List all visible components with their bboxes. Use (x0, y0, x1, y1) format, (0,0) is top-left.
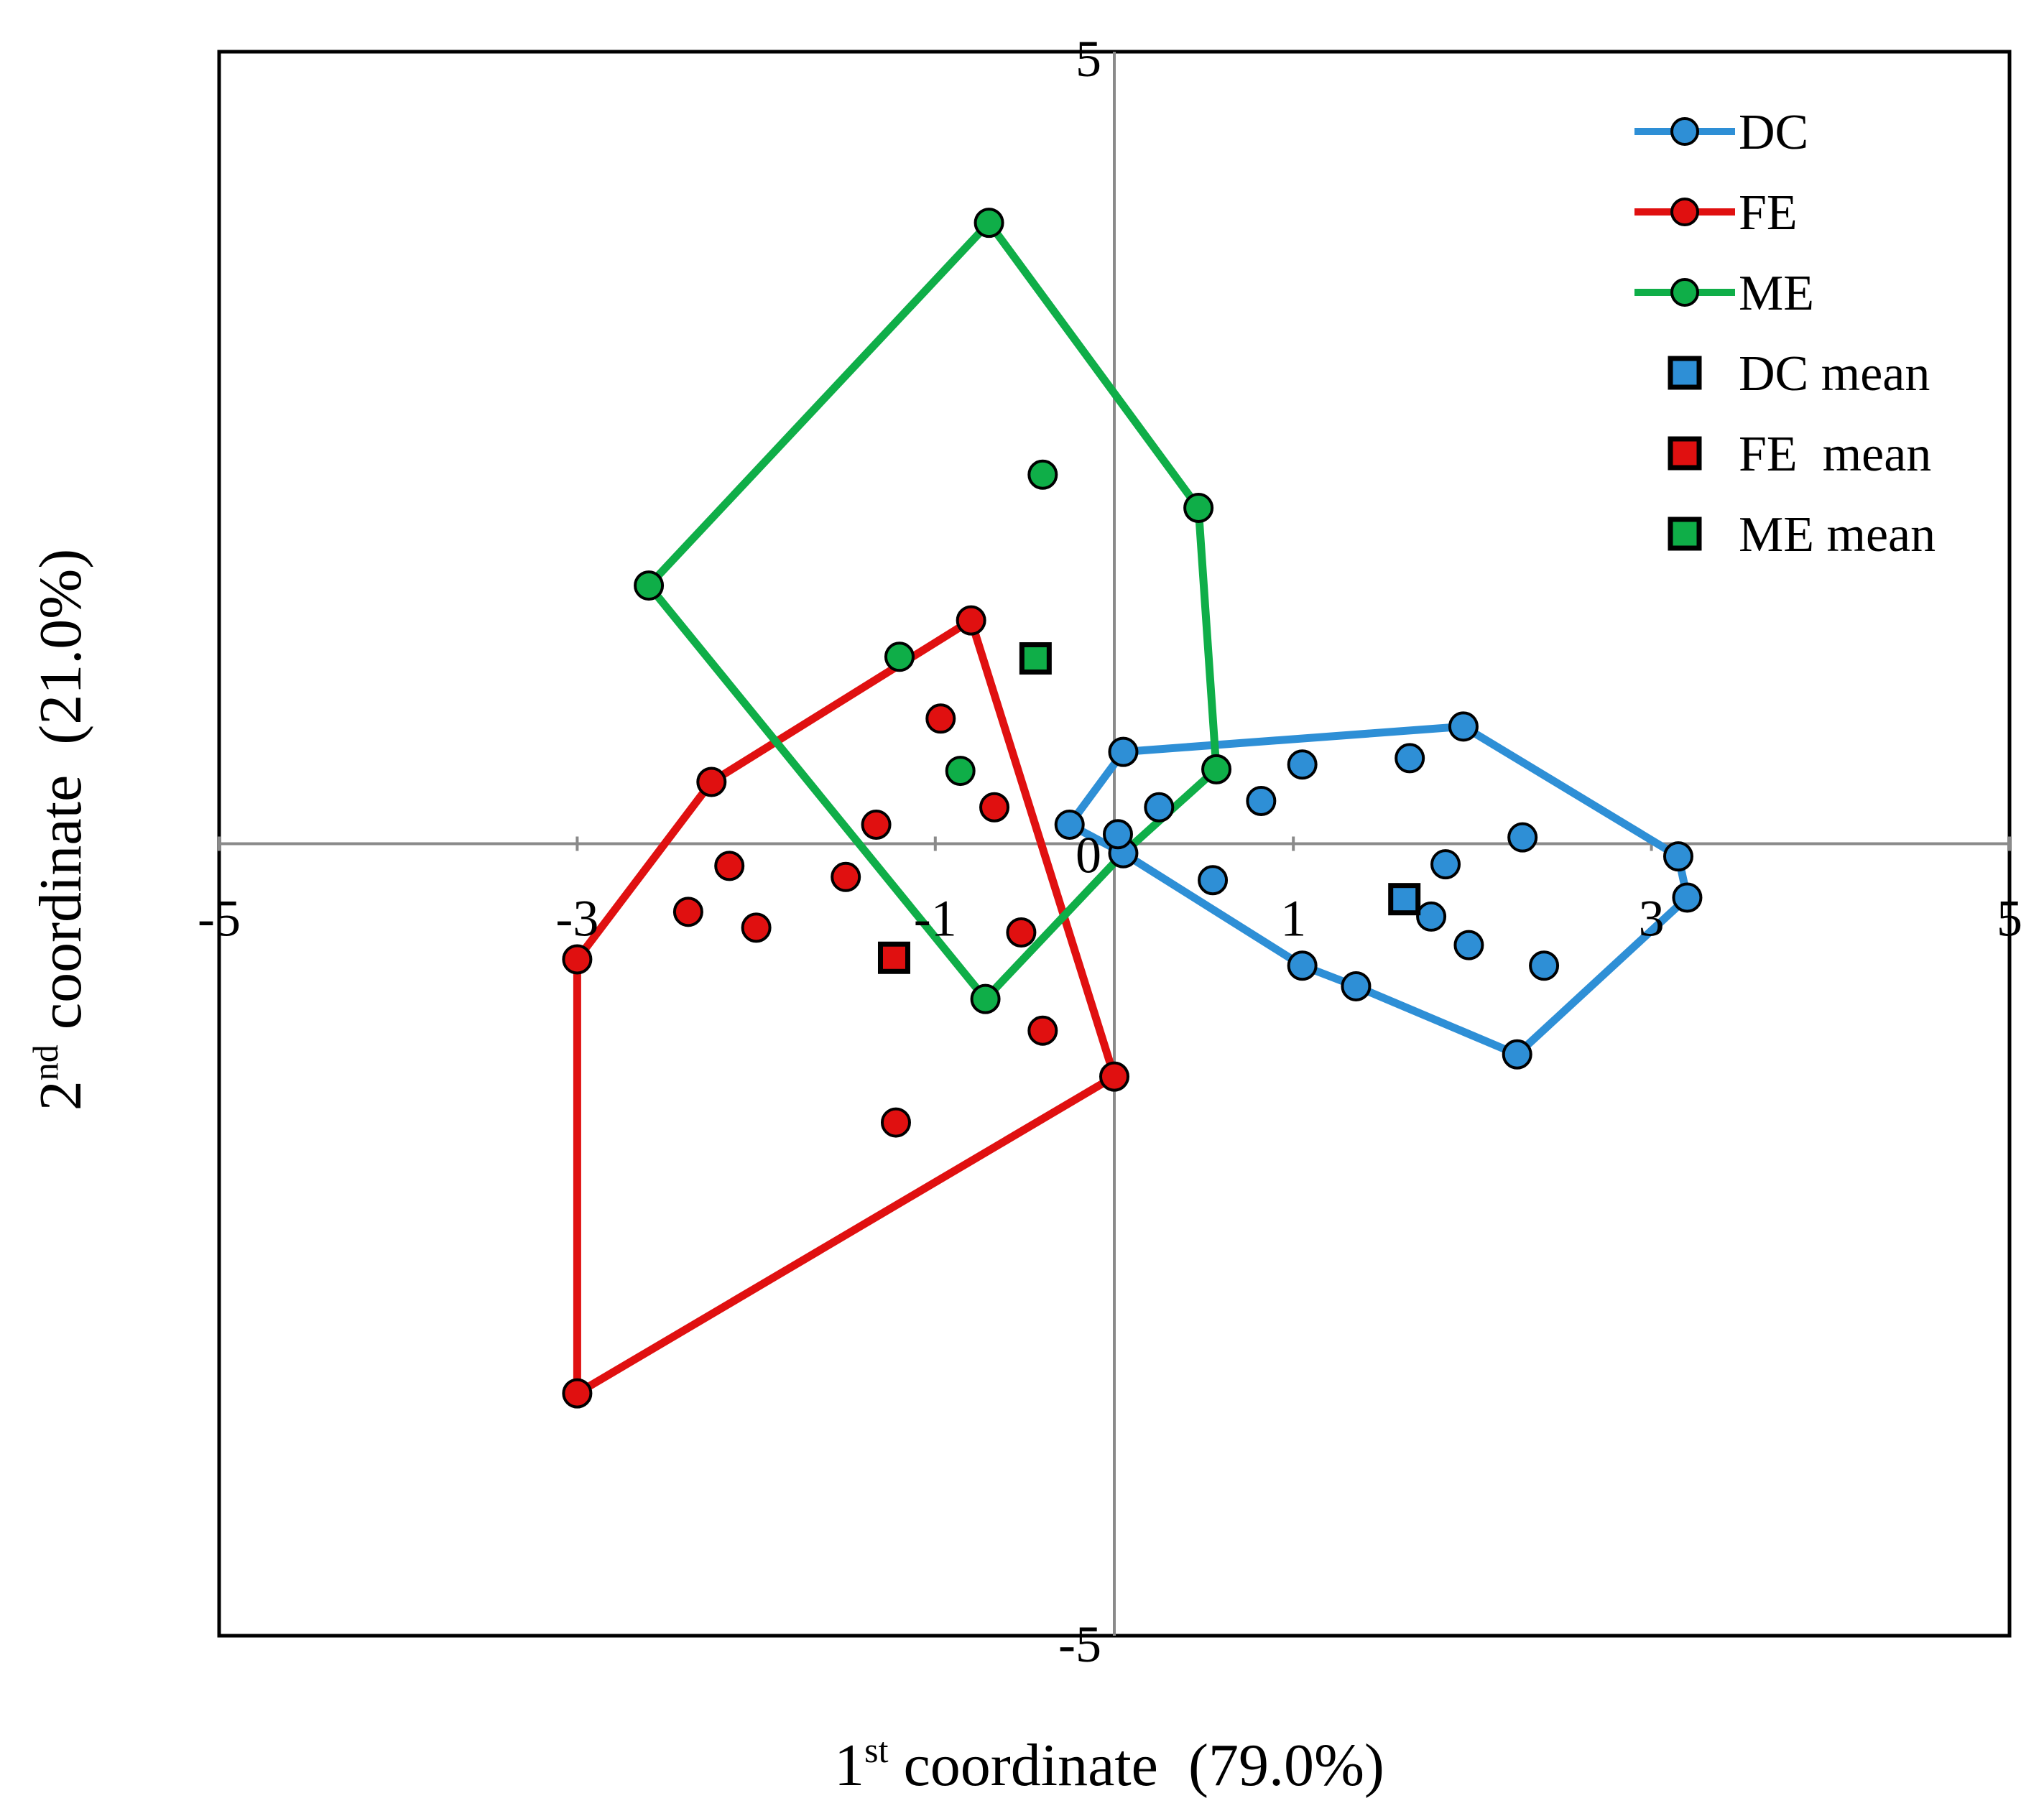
legend-label-fe-mean: FE mean (1739, 427, 1931, 482)
x-tick-label: -1 (914, 890, 957, 948)
point-dc (1287, 749, 1318, 780)
point-dc (1198, 865, 1229, 896)
legend-marker-fe (1670, 198, 1699, 226)
legend-marker-me-mean (1668, 517, 1702, 551)
point-dc (1453, 930, 1484, 960)
x-tick-label: 1 (1280, 890, 1306, 948)
point-dc (1287, 950, 1318, 981)
legend-marker-dc-mean (1668, 356, 1702, 390)
point-dc (1507, 822, 1538, 853)
point-me (974, 208, 1004, 238)
point-dc (1448, 711, 1479, 742)
legend-label-dc: DC (1739, 105, 1808, 160)
point-fe (979, 792, 1010, 823)
group-means (877, 642, 1421, 974)
legend: DC FE ME DC mean FE mean ME mean (1634, 105, 1936, 562)
point-fe (741, 912, 772, 943)
point-me (1027, 459, 1058, 490)
point-me (634, 570, 665, 601)
point-dc (1144, 792, 1175, 823)
hull-fe (573, 616, 1119, 1398)
legend-marker-dc (1670, 117, 1699, 146)
point-dc (1395, 743, 1425, 774)
point-dc (1341, 971, 1372, 1001)
y-tick-label: -5 (1058, 1616, 1101, 1673)
point-dc (1502, 1039, 1532, 1070)
point-me (1201, 754, 1232, 784)
data-points (562, 208, 1703, 1409)
point-fe (956, 605, 986, 636)
point-dc (1054, 810, 1085, 840)
legend-label-me: ME (1739, 266, 1814, 321)
point-fe (861, 810, 892, 840)
point-dc (1672, 882, 1703, 913)
point-dc (1102, 819, 1133, 850)
point-dc (1529, 950, 1560, 981)
legend-label-dc-mean: DC mean (1739, 346, 1930, 402)
tick-labels: -5 -3 -1 1 3 5 5 0 -5 (198, 30, 2022, 1673)
point-fe (1027, 1015, 1058, 1046)
x-tick-label: -3 (555, 890, 598, 948)
point-dc (1430, 849, 1461, 880)
point-fe (1099, 1061, 1129, 1092)
point-fe (714, 851, 745, 881)
point-fe (672, 897, 703, 927)
legend-marker-me (1670, 278, 1699, 307)
x-tick-label: 3 (1639, 890, 1665, 948)
point-dc (1246, 785, 1277, 816)
legend-label-fe: FE (1739, 185, 1798, 241)
mean-marker-dc (1388, 883, 1421, 916)
x-tick-label: 5 (1997, 890, 2022, 948)
point-dc (1108, 736, 1139, 767)
x-tick-label: -5 (198, 890, 241, 948)
point-fe (562, 1378, 593, 1409)
hull-dc (1065, 722, 1691, 1059)
point-fe (1006, 917, 1037, 948)
point-fe (831, 861, 861, 892)
y-tick-label: 5 (1076, 30, 1101, 88)
y-axis-title: 2nd coordinate (21.0%) (25, 549, 94, 1111)
point-fe (696, 766, 727, 797)
point-dc (1416, 901, 1447, 932)
y-tick-label: 0 (1076, 827, 1101, 884)
point-fe (880, 1107, 911, 1138)
point-fe (925, 703, 956, 734)
x-axis-title: 1st coordinate (79.0%) (834, 1730, 1384, 1799)
legend-marker-fe-mean (1668, 436, 1702, 471)
mean-marker-me (1019, 642, 1052, 675)
point-me (884, 642, 915, 672)
legend-label-me-mean: ME mean (1739, 507, 1936, 562)
point-dc (1663, 841, 1693, 872)
mean-marker-fe (877, 941, 910, 974)
point-me (970, 983, 1001, 1014)
point-me (1183, 493, 1214, 524)
point-me (945, 756, 976, 787)
point-fe (562, 944, 593, 975)
